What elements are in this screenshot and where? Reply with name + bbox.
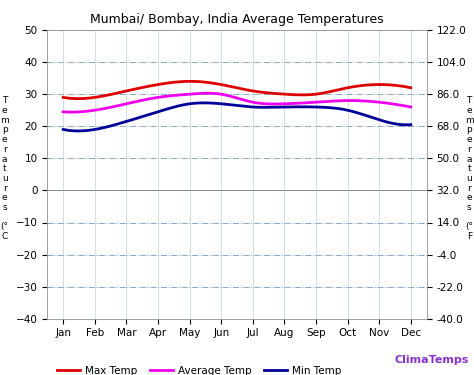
Average Temp xyxy=(76,110,82,114)
Average Temp xyxy=(408,105,414,109)
Max Temp xyxy=(155,82,160,87)
Line: Average Temp: Average Temp xyxy=(63,93,411,112)
Min Temp xyxy=(60,127,66,132)
Line: Max Temp: Max Temp xyxy=(63,81,411,99)
Min Temp xyxy=(382,119,387,124)
Max Temp xyxy=(74,96,80,101)
Min Temp xyxy=(408,122,414,127)
Average Temp xyxy=(83,109,89,114)
Title: Mumbai/ Bombay, India Average Temperatures: Mumbai/ Bombay, India Average Temperatur… xyxy=(90,13,384,26)
Average Temp xyxy=(382,100,387,105)
Max Temp xyxy=(188,79,193,84)
Max Temp xyxy=(394,83,400,88)
Average Temp xyxy=(60,110,66,114)
Min Temp xyxy=(83,128,89,133)
Average Temp xyxy=(205,91,211,96)
Min Temp xyxy=(74,129,80,133)
Legend: Max Temp, Average Temp, Min Temp: Max Temp, Average Temp, Min Temp xyxy=(53,362,346,375)
Min Temp xyxy=(394,122,400,126)
Max Temp xyxy=(60,95,66,100)
Average Temp xyxy=(155,95,160,100)
Average Temp xyxy=(69,110,75,114)
Min Temp xyxy=(127,118,132,123)
Text: T
e
m
p
e
r
a
t
u
r
e
s

(°
C: T e m p e r a t u r e s (° C xyxy=(0,96,9,241)
Min Temp xyxy=(76,129,82,133)
Text: ClimaTemps: ClimaTemps xyxy=(394,355,468,365)
Max Temp xyxy=(83,96,89,100)
Max Temp xyxy=(76,96,82,101)
Max Temp xyxy=(127,88,132,93)
Average Temp xyxy=(394,102,400,107)
Max Temp xyxy=(382,82,387,87)
Average Temp xyxy=(127,101,132,105)
Text: T
e
m
p
e
r
a
t
u
r
e
s

(°
F: T e m p e r a t u r e s (° F xyxy=(465,96,474,241)
Max Temp xyxy=(408,86,414,90)
Line: Min Temp: Min Temp xyxy=(63,103,411,131)
Min Temp xyxy=(202,100,208,105)
Min Temp xyxy=(155,110,160,114)
